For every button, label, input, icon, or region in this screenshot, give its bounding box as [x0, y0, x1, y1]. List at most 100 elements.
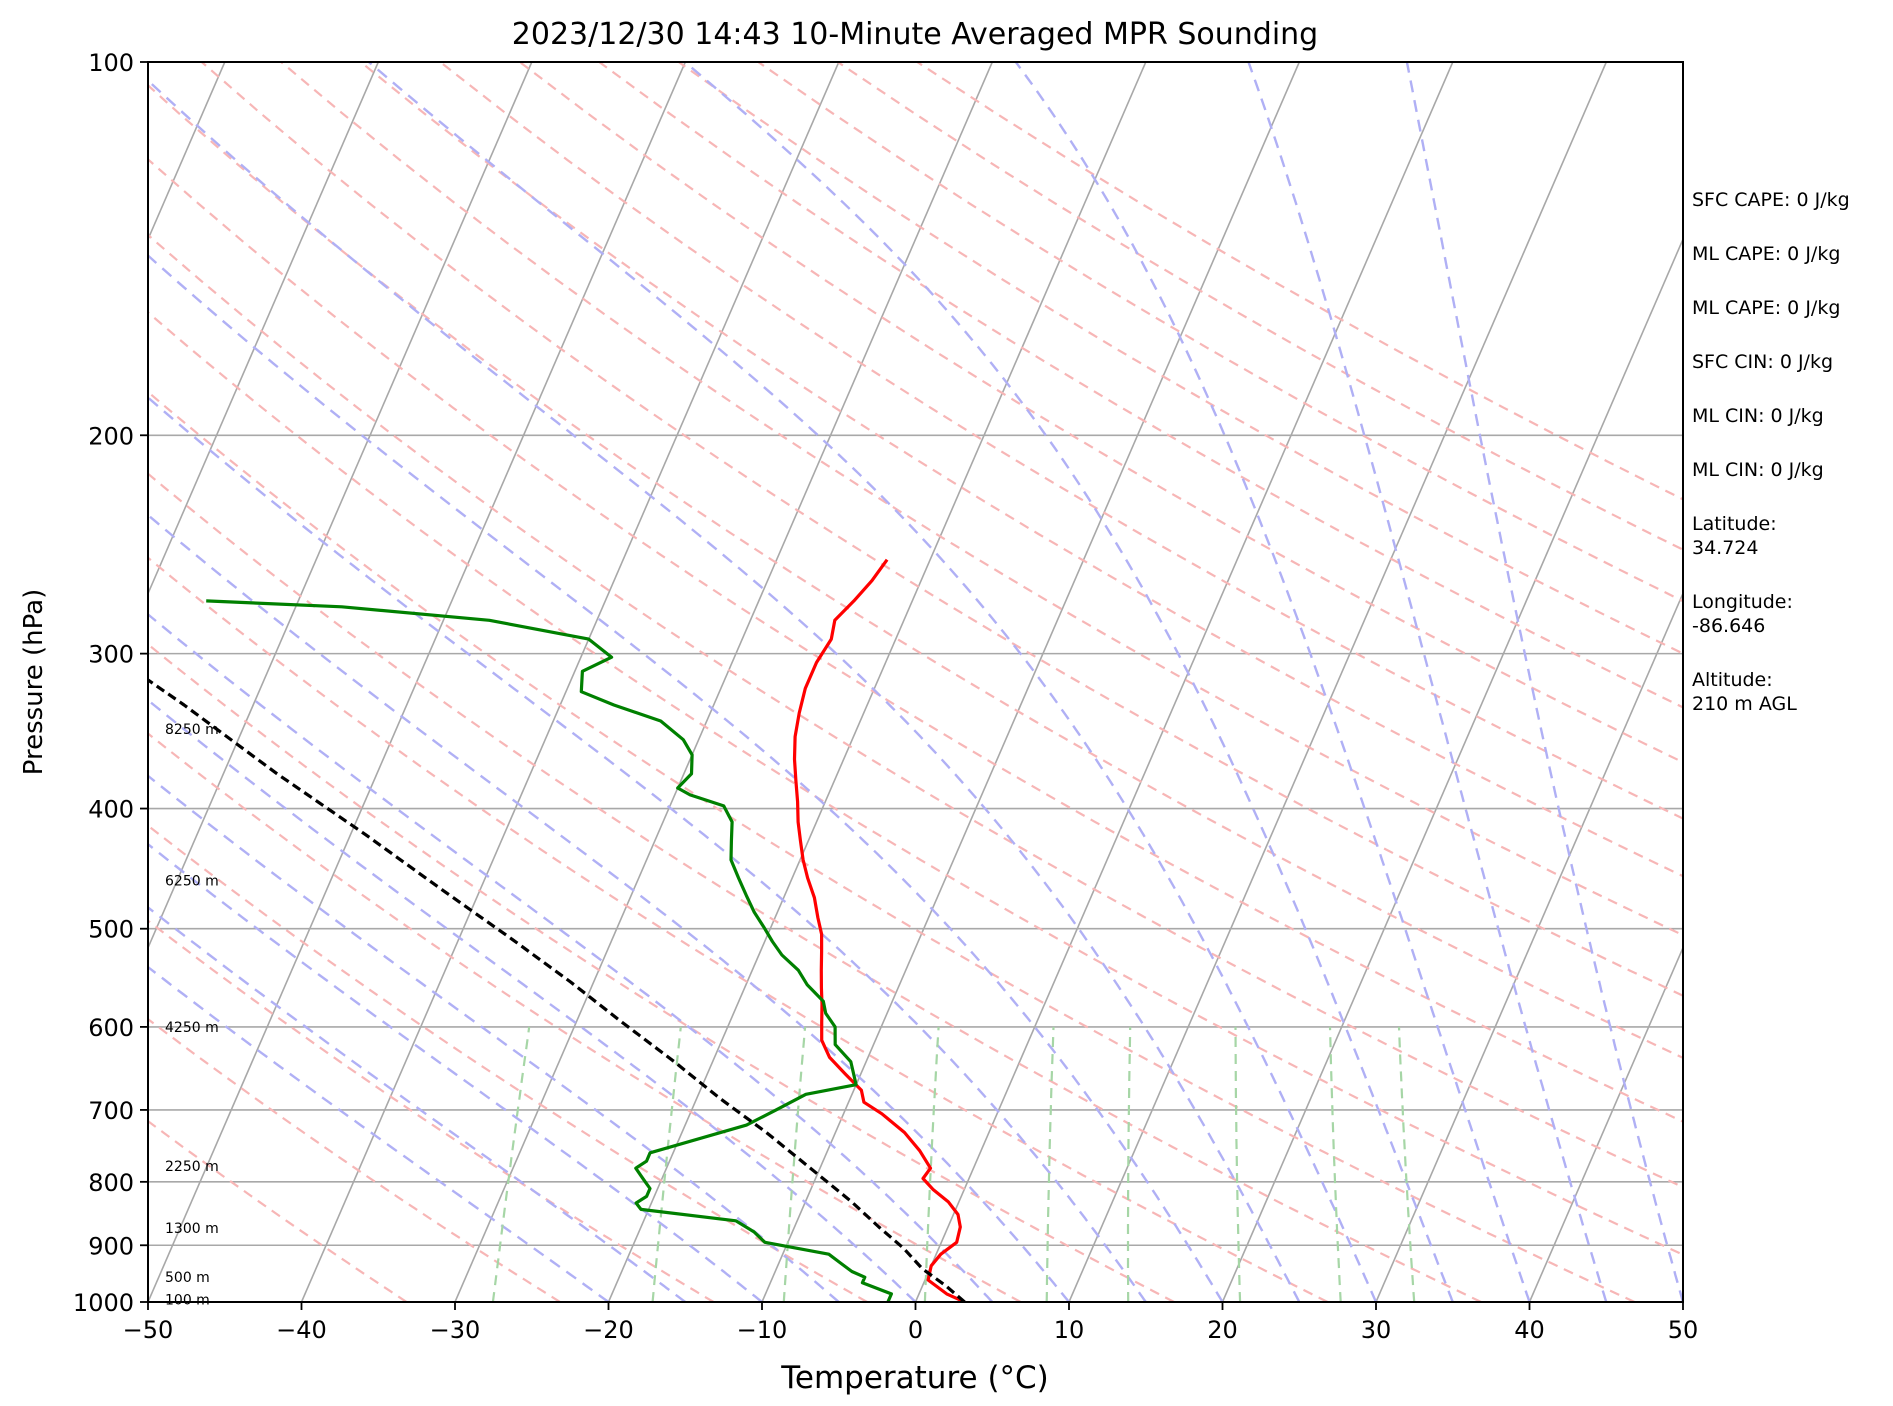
dry-adiabat-line	[148, 1119, 408, 1302]
stat-item: Longitude: -86.646	[1692, 590, 1888, 638]
dry-adiabat-line	[757, 62, 1683, 603]
moist-adiabat-line	[1247, 62, 1608, 1302]
x-tick-label: 40	[1514, 1316, 1545, 1344]
dry-adiabat-line	[280, 62, 1683, 937]
moist-adiabat-line	[148, 905, 687, 1302]
isotherm-line	[148, 62, 380, 596]
dry-adiabat-line	[148, 310, 1683, 1256]
mixing-ratio-line	[1126, 1026, 1132, 1302]
height-marker-label: 1300 m	[165, 1221, 219, 1237]
stat-item: ML CAPE: 0 J/kg	[1692, 242, 1888, 266]
x-tick-label: 10	[1054, 1316, 1085, 1344]
reference-lines	[148, 62, 1683, 1302]
y-tick-label: 600	[88, 1014, 134, 1042]
stat-text: ML CAPE: 0 J/kg	[1692, 297, 1841, 319]
chart-title: 2023/12/30 14:43 10-Minute Averaged MPR …	[512, 17, 1318, 52]
height-marker-label: 6250 m	[165, 873, 219, 889]
x-tick-label: 0	[908, 1316, 923, 1344]
dry-adiabat-line	[148, 233, 1683, 1189]
height-marker-label: 2250 m	[165, 1159, 219, 1175]
y-axis-label: Pressure (hPa)	[19, 589, 49, 776]
height-markers: 8250 m 6250 m 4250 m 2250 m 1300 m 500 m 100 m	[165, 722, 219, 1308]
dry-adiabat-line	[148, 157, 1683, 1123]
height-marker-label: 4250 m	[165, 1020, 219, 1036]
moist-adiabat-line	[368, 62, 1378, 1302]
mixing-ratio-line	[491, 1026, 531, 1302]
parcel-path	[148, 678, 966, 1302]
stat-item: ML CIN: 0 J/kg	[1692, 458, 1888, 482]
dry-adiabat-line	[148, 390, 1636, 1302]
isotherm-line	[1068, 62, 1608, 1302]
sounding-profiles	[148, 558, 966, 1302]
stat-item: ML CIN: 0 J/kg	[1692, 404, 1888, 428]
x-tick-label: 30	[1361, 1316, 1392, 1344]
moist-adiabat-line	[148, 395, 1147, 1302]
stat-label: Altitude:	[1692, 669, 1773, 691]
stat-label: Latitude:	[1692, 513, 1777, 535]
stat-text: SFC CIN: 0 J/kg	[1692, 351, 1834, 373]
isotherm-line	[607, 62, 1147, 1302]
moist-adiabat-line	[148, 513, 1070, 1302]
isotherm-line	[300, 62, 840, 1302]
moist-adiabat-line	[148, 612, 994, 1302]
x-tick-label: 50	[1668, 1316, 1699, 1344]
y-tick-label: 1000	[73, 1289, 134, 1317]
stat-text: SFC CAPE: 0 J/kg	[1692, 189, 1850, 211]
mixing-ratio-line	[1397, 1026, 1416, 1302]
moist-adiabat-line	[1405, 62, 1683, 1302]
dry-adiabat-line	[519, 62, 1683, 764]
height-marker-label: 500 m	[165, 1270, 210, 1286]
isotherm-line	[1375, 591, 1683, 1302]
mixing-ratio-line	[1234, 1026, 1242, 1302]
stat-value: 210 m AGL	[1692, 693, 1797, 715]
isotherm-line	[1221, 237, 1683, 1302]
isotherm-line	[454, 62, 994, 1302]
stat-item: SFC CIN: 0 J/kg	[1692, 350, 1888, 374]
dry-adiabat-line	[200, 62, 1683, 997]
y-tick-label: 100	[88, 49, 134, 77]
stat-text: ML CAPE: 0 J/kg	[1692, 243, 1841, 265]
moist-adiabat-line	[148, 965, 610, 1302]
stat-text: ML CIN: 0 J/kg	[1692, 459, 1824, 481]
x-tick-label: −20	[583, 1316, 634, 1344]
mixing-ratio-line	[782, 1026, 807, 1302]
mixing-ratio-line	[1045, 1026, 1055, 1302]
stat-text: ML CIN: 0 J/kg	[1692, 405, 1824, 427]
moist-adiabat-line	[1014, 62, 1531, 1302]
sounding-stats-panel: SFC CAPE: 0 J/kg ML CAPE: 0 J/kg ML CAPE: …	[1692, 188, 1888, 746]
moist-adiabat-line	[148, 842, 763, 1302]
x-tick-label: −50	[123, 1316, 174, 1344]
dry-adiabat-line	[148, 824, 868, 1302]
x-tick-label: −10	[737, 1316, 788, 1344]
x-tick-label: −40	[276, 1316, 327, 1344]
height-marker-label: 8250 m	[165, 722, 219, 738]
stat-item: Latitude: 34.724	[1692, 512, 1888, 560]
x-tick-label: 20	[1207, 1316, 1238, 1344]
stat-label: Longitude:	[1692, 591, 1793, 613]
moist-adiabat-line	[148, 253, 1224, 1302]
dry-adiabat-line	[148, 556, 1329, 1302]
dry-adiabat-line	[148, 83, 1683, 1060]
stat-value: 34.724	[1692, 537, 1759, 559]
dry-adiabat-line	[148, 472, 1482, 1302]
mixing-ratio-line	[1328, 1026, 1342, 1302]
isotherm-line	[761, 62, 1301, 1302]
stat-item: Altitude: 210 m AGL	[1692, 668, 1888, 716]
dry-adiabat-line	[148, 919, 715, 1302]
mixing-ratio-line	[651, 1026, 682, 1302]
height-marker-label: 100 m	[165, 1292, 210, 1308]
isotherm-line	[1528, 945, 1683, 1302]
axes: −50 −40 −30 −20 −10 0 10 20 30 40 50 100 200 300 400 50…	[73, 49, 1698, 1344]
mixing-ratio-line	[923, 1026, 940, 1302]
temperature-profile	[792, 558, 966, 1302]
moist-adiabat-line	[684, 62, 1454, 1302]
moist-adiabat-line	[148, 774, 840, 1302]
y-tick-label: 900	[88, 1232, 134, 1260]
dry-adiabat-line	[148, 642, 1175, 1302]
isotherm-line	[148, 62, 533, 950]
moist-adiabat-line	[148, 698, 917, 1302]
x-tick-label: −30	[430, 1316, 481, 1344]
isotherm-line	[914, 62, 1454, 1302]
stat-item: ML CAPE: 0 J/kg	[1692, 296, 1888, 320]
